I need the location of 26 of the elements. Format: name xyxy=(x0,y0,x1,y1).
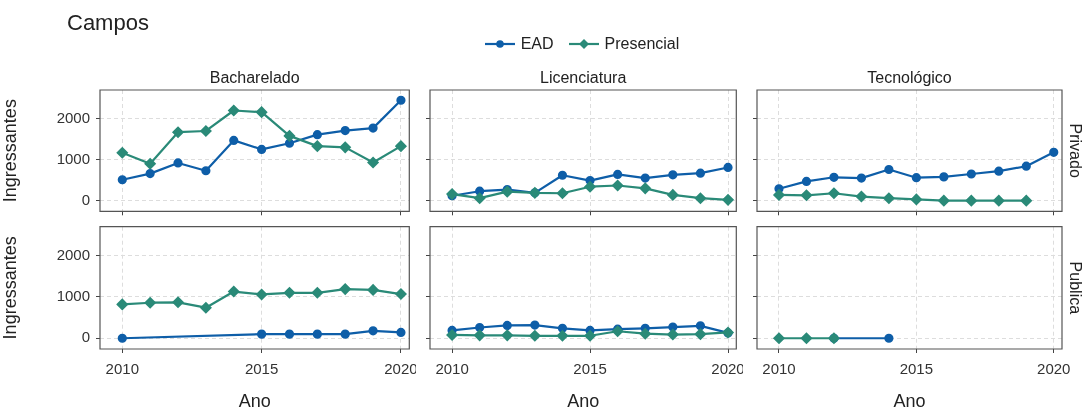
y2-axis-title: Privado xyxy=(1066,123,1083,178)
y-tick-label: 2000 xyxy=(56,108,90,126)
y-tick-label: 0 xyxy=(81,328,90,346)
y-tick-label: 1000 xyxy=(56,149,90,167)
chart-title: Campos xyxy=(67,10,149,36)
y-tick-label: 0 xyxy=(81,190,90,208)
x-axis-title: Ano xyxy=(893,391,926,412)
y-tick-label: 2000 xyxy=(56,245,90,263)
x-tick-label: 2015 xyxy=(899,360,934,378)
legend-label: EAD xyxy=(520,35,554,53)
y-axis-title: Ingressantes xyxy=(0,99,20,203)
chart-subtitle: Bacharelado xyxy=(209,69,300,87)
x-tick-label: 2015 xyxy=(573,360,607,378)
x-tick-label: 2010 xyxy=(105,360,139,378)
y-axis-title: Ingressantes xyxy=(0,236,20,340)
legend-label: Presencial xyxy=(604,35,680,53)
x-axis-title: Ano xyxy=(567,391,600,412)
x-axis-title: Ano xyxy=(238,391,271,412)
chart-subtitle: Licenciatura xyxy=(540,69,627,87)
y2-axis-title: Publica xyxy=(1066,261,1083,315)
x-tick-label: 2010 xyxy=(435,360,469,378)
chart-subtitle: Tecnológico xyxy=(867,69,952,87)
y-tick-label: 1000 xyxy=(56,287,90,305)
x-tick-label: 2010 xyxy=(762,360,796,378)
x-tick-label: 2015 xyxy=(244,360,279,378)
x-tick-label: 2020 xyxy=(1037,360,1071,378)
